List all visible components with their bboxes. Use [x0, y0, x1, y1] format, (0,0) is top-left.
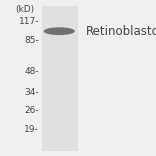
Text: (kD): (kD)	[15, 5, 34, 14]
Text: Retinoblastoma: Retinoblastoma	[86, 25, 156, 38]
Ellipse shape	[44, 27, 75, 35]
Bar	[42, 6, 78, 151]
Text: 19-: 19-	[24, 125, 39, 134]
Text: 117-: 117-	[19, 17, 39, 26]
Text: 26-: 26-	[24, 106, 39, 115]
Text: 48-: 48-	[24, 67, 39, 76]
Text: 85-: 85-	[24, 36, 39, 45]
Text: 34-: 34-	[24, 88, 39, 97]
